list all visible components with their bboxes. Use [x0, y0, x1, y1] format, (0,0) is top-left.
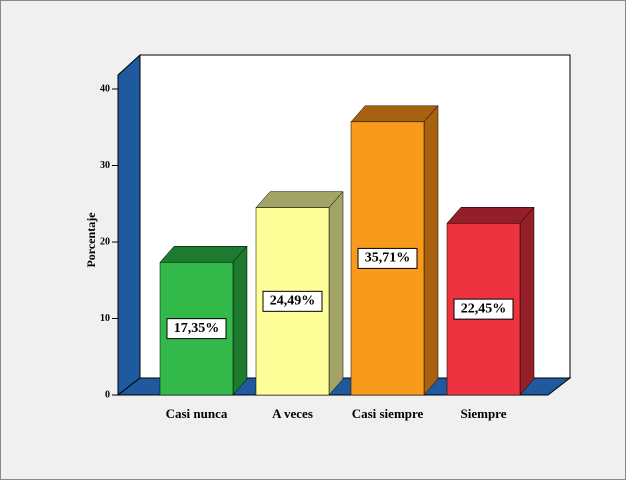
- bar-side: [328, 190, 344, 396]
- bar-side: [423, 105, 439, 396]
- x-tick-label: Casi nunca: [166, 406, 228, 421]
- value-label-box: [453, 298, 514, 320]
- x-tick-label: Casi siempre: [352, 406, 424, 421]
- bar-top: [350, 105, 439, 123]
- bar-top: [446, 207, 535, 224]
- value-label: 35,71%: [365, 251, 411, 266]
- y-tick-label: 20: [100, 236, 110, 247]
- y-tick-label: 0: [105, 389, 110, 400]
- bar-side: [519, 206, 535, 396]
- y-tick-label: 30: [100, 160, 110, 171]
- value-label-box: [262, 290, 323, 312]
- value-label: 22,45%: [461, 301, 507, 316]
- y-tick-label: 40: [100, 83, 110, 94]
- value-label: 17,35%: [174, 321, 220, 336]
- bar-top: [255, 191, 344, 208]
- value-label-box: [357, 247, 418, 269]
- x-tick-label: A veces: [272, 406, 313, 421]
- y-tick-label: 10: [100, 313, 110, 324]
- value-label: 24,49%: [270, 294, 316, 309]
- x-tick-label: Siempre: [461, 406, 507, 421]
- left-wall: [117, 53, 141, 397]
- bar-side: [232, 245, 248, 396]
- value-label-box: [166, 318, 227, 340]
- bar-top: [159, 246, 248, 263]
- y-axis-label: Porcentaje: [84, 212, 98, 268]
